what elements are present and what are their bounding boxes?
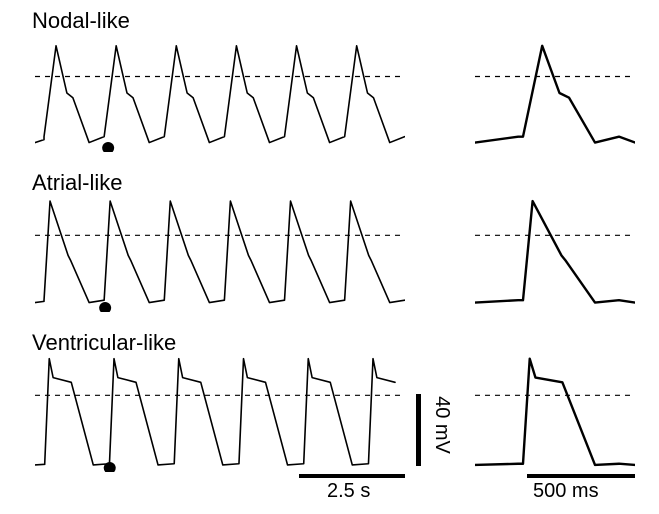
train-nodal-svg xyxy=(35,34,405,152)
label-atrial: Atrial-like xyxy=(32,170,122,196)
single-atrial-svg xyxy=(475,194,635,312)
voltage-scale-label: 40 mV xyxy=(430,396,453,454)
single-nodal xyxy=(475,34,635,152)
label-ventricular: Ventricular-like xyxy=(32,330,176,356)
train-ventricular xyxy=(35,354,405,472)
train-nodal xyxy=(35,34,405,152)
single-ventricular xyxy=(475,354,635,472)
train-atrial-svg xyxy=(35,194,405,312)
train-ventricular-svg xyxy=(35,354,405,472)
single-atrial xyxy=(475,194,635,312)
single-ventricular-svg xyxy=(475,354,635,472)
train-time-bar xyxy=(299,474,405,478)
single-time-label: 500 ms xyxy=(533,480,599,503)
train-atrial xyxy=(35,194,405,312)
label-nodal: Nodal-like xyxy=(32,8,130,34)
single-nodal-svg xyxy=(475,34,635,152)
single-time-bar xyxy=(527,474,635,478)
train-time-label: 2.5 s xyxy=(327,480,370,503)
electrophys-figure: Nodal-like Atrial-like Ventricular-like … xyxy=(0,0,659,514)
voltage-scale-bar xyxy=(416,394,421,466)
